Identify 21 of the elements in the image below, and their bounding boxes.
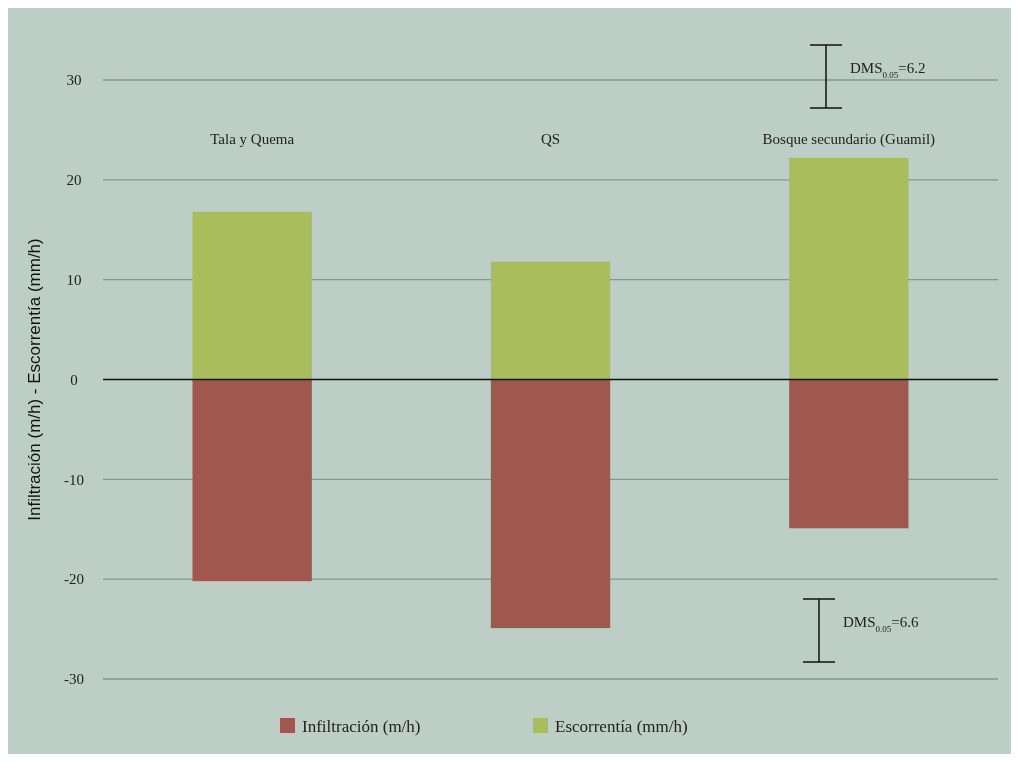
annotation: DMS$_{0.05}$=6.6 <box>843 613 919 634</box>
text: DMS$_{0.05}$=6.2 <box>850 59 926 80</box>
bar <box>192 211 312 380</box>
y-axis-title: Infiltración (m/h) - Escorrentía (mm/h) <box>25 238 44 521</box>
legend-label: Infiltración (m/h) <box>302 716 421 736</box>
bar <box>490 379 611 629</box>
y-tick-label: -10 <box>64 471 84 488</box>
bar <box>789 157 909 380</box>
x-tick-label: Tala y Quema <box>210 131 295 147</box>
legend-label: Escorrentía (mm/h) <box>555 716 688 736</box>
x-tick-label: QS <box>540 131 561 147</box>
x-tick-label: Bosque secundario (Guamil) <box>762 131 936 148</box>
bar <box>789 379 909 529</box>
bar <box>192 379 312 582</box>
y-tick-label: 30 <box>66 72 82 89</box>
y-tick-label: 10 <box>66 271 82 288</box>
y-tick-label: -30 <box>64 671 84 688</box>
bar <box>490 261 611 380</box>
y-tick-label: 20 <box>66 172 82 189</box>
y-tick-label: 0 <box>70 371 78 388</box>
y-tick-label: -20 <box>64 571 84 588</box>
